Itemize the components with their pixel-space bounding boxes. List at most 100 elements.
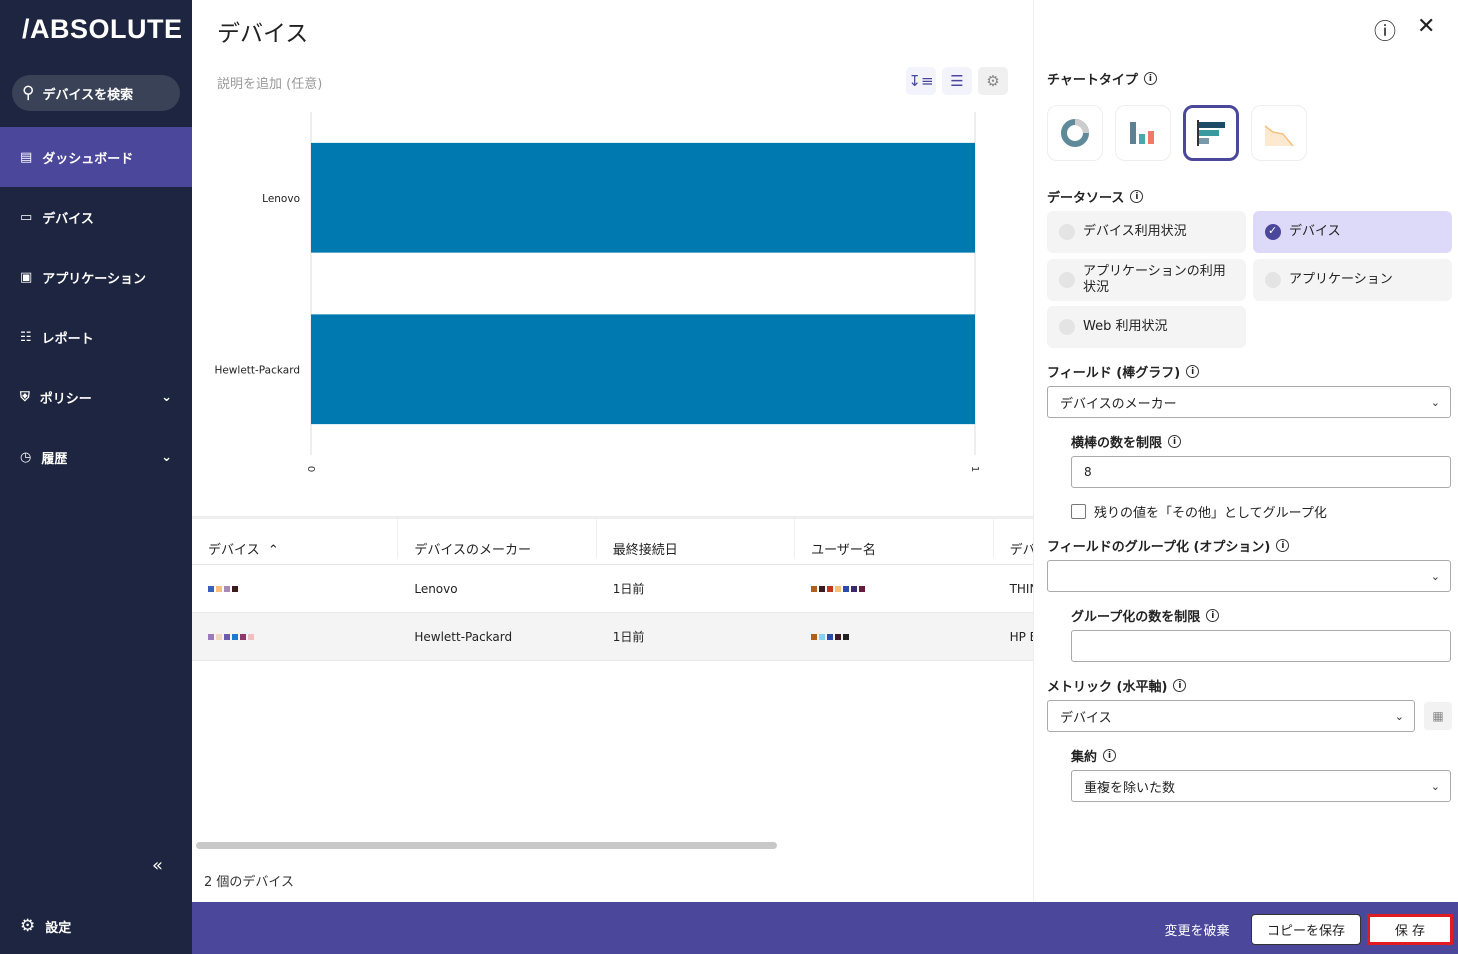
option-label: Web 利用状況 bbox=[1083, 319, 1168, 334]
chart-type-area[interactable] bbox=[1251, 105, 1307, 161]
metric-label: メトリック (水平軸) i bbox=[1047, 676, 1187, 695]
label-text: グループ化の数を制限 bbox=[1071, 610, 1201, 625]
label: ポリシー bbox=[39, 391, 92, 407]
info-icon[interactable]: i bbox=[1168, 435, 1182, 448]
laptop-icon: ▭ bbox=[20, 209, 33, 225]
table-row[interactable]: Lenovo 1日前 THIN bbox=[192, 565, 1033, 613]
horizontal-scrollbar[interactable] bbox=[196, 842, 777, 849]
label: 設定 bbox=[45, 920, 72, 936]
bar-hewlett-packard bbox=[311, 314, 975, 425]
group-limit-label: グループ化の数を制限 i bbox=[1071, 606, 1220, 625]
data-source-label: データソース i bbox=[1047, 187, 1144, 206]
info-icon[interactable]: i bbox=[1173, 679, 1187, 692]
description-input[interactable]: 説明を追加 (任意) bbox=[217, 77, 323, 92]
shield-icon: ⛨ bbox=[20, 389, 30, 405]
chart-type-bar[interactable] bbox=[1183, 105, 1239, 161]
col-last-connected[interactable]: 最終接続日 bbox=[597, 519, 796, 558]
checkbox[interactable] bbox=[1071, 504, 1086, 519]
info-icon[interactable]: i bbox=[1186, 365, 1200, 378]
sidebar-item-policies[interactable]: ⛨ ポリシー ⌄ bbox=[0, 367, 192, 427]
device-search-button[interactable]: ⚲ デバイスを検索 bbox=[12, 75, 180, 111]
redacted-username bbox=[795, 565, 993, 612]
info-icon[interactable]: i bbox=[1143, 72, 1157, 85]
table-row[interactable]: Hewlett-Packard 1日前 HP E bbox=[192, 613, 1033, 661]
label-text: メトリック (水平軸) bbox=[1047, 680, 1168, 695]
data-source-applications[interactable]: アプリケーション bbox=[1253, 259, 1452, 301]
header-label: ユーザー名 bbox=[811, 543, 876, 558]
grouping-select[interactable]: ⌄ bbox=[1047, 560, 1451, 592]
label-text: フィールドのグループ化 (オプション) bbox=[1047, 540, 1271, 555]
sidebar-item-history[interactable]: ◷ 履歴 ⌄ bbox=[0, 427, 192, 487]
info-icon[interactable]: i bbox=[1130, 190, 1144, 203]
dashboard-icon: ▤ bbox=[20, 149, 33, 165]
check-icon: ✓ bbox=[1268, 224, 1278, 237]
discard-button[interactable]: 変更を破棄 bbox=[1164, 924, 1230, 939]
page-title: デバイス bbox=[217, 21, 309, 47]
label-text: フィールド (棒グラフ) bbox=[1047, 366, 1181, 381]
field-label: フィールド (棒グラフ) i bbox=[1047, 362, 1200, 381]
info-icon[interactable]: i bbox=[1276, 539, 1290, 552]
help-icon[interactable]: ⓘ bbox=[1374, 20, 1397, 45]
sidebar-item-dashboard[interactable]: ▤ ダッシュボード bbox=[0, 127, 192, 187]
cell-last-connected: 1日前 bbox=[612, 582, 645, 596]
chart-type-column[interactable] bbox=[1115, 105, 1171, 161]
chevron-down-icon: ⌄ bbox=[1430, 395, 1440, 409]
metric-options-button[interactable]: ▦ bbox=[1424, 702, 1452, 730]
data-source-device-usage[interactable]: デバイス利用状況 bbox=[1047, 211, 1246, 253]
sidebar-item-applications[interactable]: ▣ アプリケーション bbox=[0, 247, 192, 307]
option-label: アプリケーションの利用状況 bbox=[1083, 264, 1226, 295]
data-source-web-usage[interactable]: Web 利用状況 bbox=[1047, 306, 1246, 348]
label: 履歴 bbox=[41, 451, 68, 467]
chevron-down-icon: ⌄ bbox=[1430, 779, 1440, 793]
col-maker[interactable]: デバイスのメーカー bbox=[398, 519, 597, 558]
chevron-down-icon: ⌄ bbox=[1394, 709, 1404, 723]
option-label: アプリケーション bbox=[1289, 272, 1393, 287]
header-label: 最終接続日 bbox=[612, 543, 678, 558]
select-value: 重複を除いた数 bbox=[1084, 780, 1176, 796]
bar-chart: 0 1 Lenovo Hewlett-Packard bbox=[214, 112, 980, 472]
sidebar-item-settings[interactable]: ⚙ 設定 bbox=[20, 916, 71, 936]
group-limit-input[interactable] bbox=[1071, 630, 1451, 662]
clock-icon: ◷ bbox=[20, 449, 32, 465]
info-icon[interactable]: i bbox=[1103, 749, 1117, 762]
label: アプリケーション bbox=[42, 271, 147, 287]
option-label: デバイス bbox=[1289, 224, 1341, 239]
collapse-sidebar-icon[interactable]: « bbox=[152, 855, 164, 876]
redacted-username bbox=[795, 613, 993, 660]
chevron-down-icon: ⌄ bbox=[161, 449, 172, 465]
col-username[interactable]: ユーザー名 bbox=[795, 519, 994, 558]
bar-lenovo bbox=[311, 142, 975, 253]
chart-type-donut[interactable] bbox=[1047, 105, 1103, 161]
chart-settings-button[interactable]: ⚙ bbox=[978, 67, 1008, 95]
data-source-app-usage[interactable]: アプリケーションの利用状況 bbox=[1047, 259, 1246, 301]
cell-maker: Hewlett-Packard bbox=[414, 629, 513, 644]
col-model[interactable]: デバ bbox=[994, 519, 1033, 558]
cell-model: HP E bbox=[1009, 629, 1033, 644]
aggregation-select[interactable]: 重複を除いた数 ⌄ bbox=[1071, 770, 1451, 802]
filter-button[interactable]: ☰ bbox=[942, 67, 972, 95]
group-other-checkbox[interactable]: 残りの値を「その他」としてグループ化 bbox=[1071, 502, 1327, 521]
limit-input[interactable]: 8 bbox=[1071, 456, 1451, 488]
sidebar-item-devices[interactable]: ▭ デバイス bbox=[0, 187, 192, 247]
sidebar-item-reports[interactable]: ☷ レポート bbox=[0, 307, 192, 367]
metric-select[interactable]: デバイス ⌄ bbox=[1047, 700, 1415, 732]
col-device[interactable]: デバイス ⌃ bbox=[192, 519, 399, 558]
chart-type-label: チャートタイプ i bbox=[1047, 69, 1157, 88]
donut-chart-icon bbox=[1061, 119, 1089, 147]
close-icon[interactable]: ✕ bbox=[1417, 14, 1436, 39]
header-label: デバ bbox=[1009, 543, 1033, 558]
document-icon: ☷ bbox=[20, 329, 32, 345]
cell-model: THIN bbox=[1009, 581, 1033, 596]
table-header: デバイス ⌃ デバイスのメーカー 最終接続日 ユーザー名 デバ bbox=[192, 519, 1033, 565]
label: レポート bbox=[41, 331, 94, 347]
data-source-devices[interactable]: ✓ デバイス bbox=[1253, 211, 1452, 253]
chevron-down-icon: ⌄ bbox=[161, 389, 172, 405]
label-text: データソース bbox=[1047, 191, 1125, 206]
field-select[interactable]: デバイスのメーカー ⌄ bbox=[1047, 386, 1451, 418]
select-value: デバイスのメーカー bbox=[1060, 396, 1177, 412]
save-copy-button[interactable]: コピーを保存 bbox=[1251, 914, 1361, 945]
sort-button[interactable]: ↧≡ bbox=[906, 67, 936, 95]
save-button[interactable]: 保 存 bbox=[1367, 914, 1453, 945]
search-icon: ⚲ bbox=[22, 83, 35, 103]
info-icon[interactable]: i bbox=[1206, 609, 1220, 622]
